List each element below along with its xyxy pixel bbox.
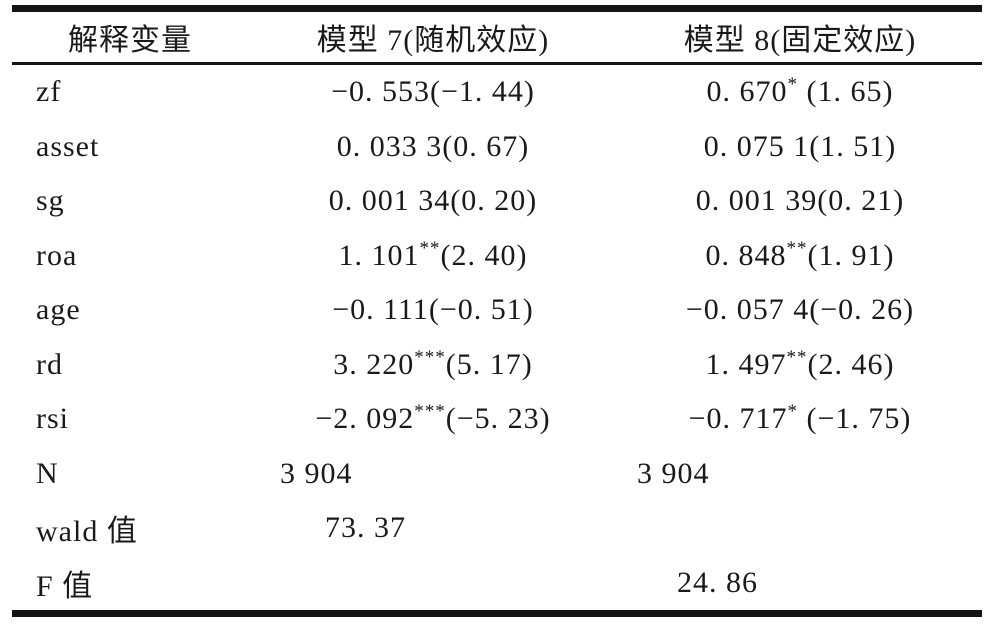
t-stat-text: (−5. 23) [445, 402, 551, 436]
t-stat-text: (5. 17) [445, 347, 533, 381]
model7-value: −2. 092***(−5. 23) [248, 392, 618, 447]
model8-value: −0. 717* (−1. 75) [618, 392, 982, 447]
t-stat-text: (1. 91) [807, 238, 895, 272]
significance-stars: * [787, 74, 798, 96]
model8-value: 0. 848**(1. 91) [618, 229, 982, 284]
t-stat-text: (2. 40) [440, 238, 528, 272]
table-row-rd: rd 3. 220***(5. 17) 1. 497**(2. 46) [12, 338, 982, 393]
model8-value: 1. 497**(2. 46) [618, 338, 982, 393]
table-row-sg: sg 0. 001 34(0. 20) 0. 001 39(0. 21) [12, 174, 982, 229]
table-row-roa: roa 1. 101**(2. 40) 0. 848**(1. 91) [12, 229, 982, 284]
coefficient-text: 0. 033 3(0. 67) [336, 129, 530, 163]
coefficient-text: 0. 075 1(1. 51) [703, 129, 897, 163]
significance-stars: *** [414, 401, 446, 423]
model8-value: −0. 057 4(−0. 26) [618, 283, 982, 338]
model7-value [248, 556, 618, 614]
model8-value: 0. 001 39(0. 21) [618, 174, 982, 229]
variable-label: rsi [36, 402, 69, 436]
model7-value: 3 904 [248, 447, 618, 502]
model7-value: 1. 101**(2. 40) [248, 229, 618, 284]
model8-value: 0. 670* (1. 65) [618, 64, 982, 120]
model7-value: 0. 001 34(0. 20) [248, 174, 618, 229]
table-row-n: N 3 904 3 904 [12, 447, 982, 502]
variable-label: rd [36, 347, 63, 381]
header-variable: 解释变量 [12, 8, 248, 65]
stat-text: 24. 86 [677, 565, 758, 599]
table-row-f: F 值 24. 86 [12, 556, 982, 614]
stat-text: 3 904 [280, 456, 353, 490]
model8-value [618, 501, 982, 556]
coefficient-text: −2. 092 [315, 402, 415, 436]
model7-value: −0. 111(−0. 51) [248, 283, 618, 338]
variable-label: age [36, 293, 81, 327]
table-row-rsi: rsi −2. 092***(−5. 23) −0. 717* (−1. 75) [12, 392, 982, 447]
stat-text: 73. 37 [325, 511, 406, 545]
header-model8: 模型 8(固定效应) [618, 8, 982, 65]
coefficient-text: 0. 848 [705, 238, 787, 272]
coefficient-text: −0. 717 [688, 402, 788, 436]
coefficient-text: 0. 001 34(0. 20) [328, 184, 538, 218]
table-row-zf: zf −0. 553(−1. 44) 0. 670* (1. 65) [12, 64, 982, 120]
coefficient-text: 1. 101 [338, 238, 420, 272]
coefficient-text: −0. 057 4(−0. 26) [685, 293, 915, 327]
table-row-asset: asset 0. 033 3(0. 67) 0. 075 1(1. 51) [12, 120, 982, 175]
significance-stars: *** [414, 346, 446, 368]
header-row: 解释变量 模型 7(随机效应) 模型 8(固定效应) [12, 8, 982, 65]
model7-value: −0. 553(−1. 44) [248, 64, 618, 120]
variable-label: wald 值 [36, 515, 138, 549]
variable-label: F 值 [36, 569, 94, 603]
variable-label: zf [36, 75, 62, 109]
variable-label: sg [36, 184, 65, 218]
variable-label: N [36, 456, 59, 490]
t-stat-text: (−1. 75) [798, 402, 912, 436]
table-row-age: age −0. 111(−0. 51) −0. 057 4(−0. 26) [12, 283, 982, 338]
model8-value: 24. 86 [618, 556, 982, 614]
coefficient-text: −0. 553(−1. 44) [331, 75, 535, 109]
t-stat-text: (2. 46) [807, 347, 895, 381]
model7-value: 0. 033 3(0. 67) [248, 120, 618, 175]
model7-value: 73. 37 [248, 501, 618, 556]
variable-label: roa [36, 238, 78, 272]
variable-label: asset [36, 129, 100, 163]
coefficient-text: 3. 220 [333, 347, 415, 381]
model8-value: 0. 075 1(1. 51) [618, 120, 982, 175]
coefficient-text: 0. 001 39(0. 21) [695, 184, 905, 218]
stat-text: 3 904 [637, 456, 710, 490]
model8-value: 3 904 [618, 447, 982, 502]
significance-stars: ** [786, 346, 808, 368]
regression-results-table: 解释变量 模型 7(随机效应) 模型 8(固定效应) zf −0. 553(−1… [12, 5, 982, 617]
coefficient-text: −0. 111(−0. 51) [332, 293, 534, 327]
significance-stars: * [787, 401, 798, 423]
t-stat-text: (1. 65) [798, 75, 894, 109]
significance-stars: ** [786, 237, 808, 259]
header-model7: 模型 7(随机效应) [248, 8, 618, 65]
coefficient-text: 0. 670 [706, 75, 788, 109]
coefficient-text: 1. 497 [705, 347, 787, 381]
table-row-wald: wald 值 73. 37 [12, 501, 982, 556]
model7-value: 3. 220***(5. 17) [248, 338, 618, 393]
significance-stars: ** [419, 237, 441, 259]
